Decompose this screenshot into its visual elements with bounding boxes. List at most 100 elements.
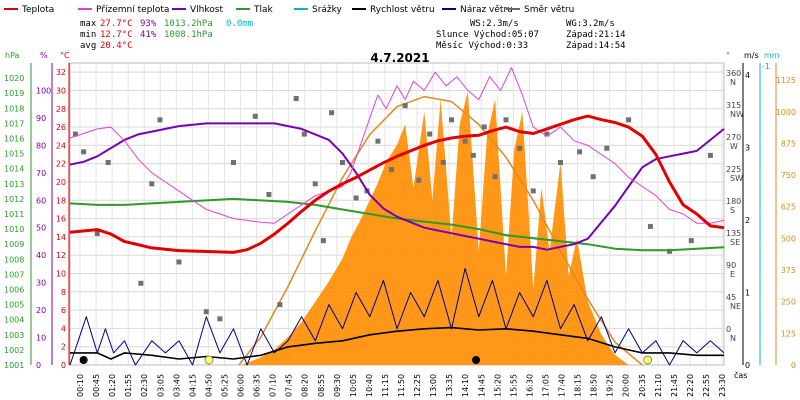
humidity-tick-label: 10 <box>36 334 46 343</box>
temperature-tick-label: 10 <box>56 269 66 278</box>
wind-direction-point <box>517 145 523 151</box>
direction-tick-value: 135 <box>726 229 741 238</box>
x-tick-label: 14:45 <box>477 374 486 397</box>
stat-max-label: max <box>80 19 97 29</box>
hpa-tick-label: 1006 <box>4 286 24 295</box>
temperature-tick-label: 30 <box>56 86 66 95</box>
wind-direction-point <box>312 181 318 187</box>
humidity-tick-label: 100 <box>36 86 51 95</box>
temperature-tick-label: 28 <box>56 105 66 114</box>
axis-unit-celsius: °C <box>60 51 70 60</box>
x-tick-label: 15:20 <box>493 374 502 397</box>
x-tick-label: 06:35 <box>253 374 262 397</box>
moon-marker <box>79 356 88 364</box>
hpa-tick-label: 1014 <box>4 165 24 174</box>
solar-tick-label: 0 <box>791 361 796 370</box>
solar-tick-label: 750 <box>781 171 796 180</box>
temperature-tick-label: 22 <box>56 160 66 169</box>
legend-label: Tlak <box>253 5 274 15</box>
legend-item-pressure: Tlak <box>236 5 274 15</box>
direction-tick-value: 0 <box>726 325 731 334</box>
solar-tick-label: 1125 <box>776 76 796 85</box>
pressure-line <box>69 197 725 252</box>
wind-speed-line <box>70 326 724 360</box>
legend-item-wind: Rychlost větru <box>352 5 435 15</box>
hpa-tick-label: 1007 <box>4 270 24 279</box>
temperature-tick-label: 12 <box>56 251 66 260</box>
x-tick-label: 00:45 <box>92 374 101 397</box>
x-tick-label: 21:10 <box>654 374 663 397</box>
axis-unit-percent: % <box>40 51 48 60</box>
x-tick-label: 04:50 <box>204 374 213 397</box>
wind-direction-point <box>389 167 395 173</box>
x-tick-label: 20:35 <box>638 374 647 397</box>
direction-tick-label: NW <box>730 110 744 119</box>
direction-tick-value: 360 <box>726 69 741 78</box>
solar-tick-label: 250 <box>781 298 796 307</box>
x-tick-label: 17:05 <box>541 374 550 397</box>
legend-item-humidity: Vlhkost <box>172 5 223 15</box>
solar-tick-label: 1000 <box>776 108 796 117</box>
wind-direction-point <box>440 159 446 165</box>
humidity-tick-label: 20 <box>36 306 46 315</box>
x-tick-label: 07:45 <box>285 374 294 397</box>
temperature-tick-label: 8 <box>61 288 66 297</box>
stat-min-pressure: 1008.1hPa <box>164 30 213 40</box>
direction-tick-label: W <box>730 142 738 151</box>
wind-direction-point <box>558 159 563 165</box>
wind-speed-tick-label: 0 <box>745 361 750 370</box>
axis-unit-degrees: ° <box>726 51 730 60</box>
stat-max-pressure: 1013.2hPa <box>164 19 213 29</box>
legend-item-rain: Srážky <box>294 5 343 15</box>
stats-block: max 27.7°C 93% 1013.2hPa 0.0mm min 12.7°… <box>80 19 626 51</box>
hpa-tick-label: 1010 <box>4 225 24 234</box>
wind-direction-point <box>590 174 596 180</box>
humidity-tick-label: 50 <box>36 224 46 233</box>
wind-direction-point <box>293 96 299 102</box>
hpa-tick-label: 1016 <box>4 135 24 144</box>
axis-unit-ms: m/s <box>744 51 759 60</box>
wind-direction-point <box>94 231 100 237</box>
solar-tick-label: 875 <box>781 139 796 148</box>
wind-gust-line <box>69 267 725 366</box>
stat-moonrise: Měsíc Východ:0:33 <box>436 41 528 51</box>
direction-tick-label: S <box>730 206 735 215</box>
direction-tick-label: NE <box>730 302 741 311</box>
wind-direction-point <box>217 316 223 322</box>
legend-item-ground: Přízemní teplota <box>78 5 169 15</box>
x-tick-label: 15:55 <box>509 374 518 397</box>
stat-sunrise: Slunce Východ:05:07 <box>436 30 539 40</box>
temperature-tick-label: 0 <box>61 361 66 370</box>
x-tick-label: 18:50 <box>590 374 599 397</box>
wind-direction-point <box>416 177 422 183</box>
direction-tick-value: 225 <box>726 165 741 174</box>
x-tick-label: 23:30 <box>718 374 727 397</box>
x-tick-label: 21:45 <box>670 374 679 397</box>
stat-max-humidity: 93% <box>140 19 157 29</box>
hpa-tick-label: 1008 <box>4 255 24 264</box>
x-tick-label: 12:25 <box>413 374 422 397</box>
stat-wind-gust: WG:3.2m/s <box>566 19 615 29</box>
solar-clear-sky-line <box>238 95 643 366</box>
direction-tick-value: 90 <box>726 261 736 270</box>
legend-label: Teplota <box>21 5 54 15</box>
wind-direction-point <box>492 174 498 180</box>
humidity-tick-label: 0 <box>36 361 41 370</box>
temperature-tick-label: 14 <box>56 233 66 242</box>
stat-avg-label: avg <box>80 41 96 51</box>
temperature-tick-label: 26 <box>56 123 66 132</box>
x-tick-label: 20:00 <box>622 374 631 397</box>
legend-item-direction: Směr větru <box>506 5 574 15</box>
hpa-tick-label: 1011 <box>4 210 24 219</box>
wind-direction-point <box>301 131 307 137</box>
wind-direction-point <box>138 280 144 286</box>
wind-direction-point <box>707 152 713 158</box>
humidity-tick-label: 90 <box>36 114 46 123</box>
sunset-marker <box>643 355 653 365</box>
solar-radiation-area <box>238 91 643 366</box>
humidity-line <box>69 122 725 251</box>
wind-direction-point <box>481 124 487 130</box>
wind-direction-point <box>667 248 672 254</box>
hpa-tick-label: 1004 <box>4 316 24 325</box>
